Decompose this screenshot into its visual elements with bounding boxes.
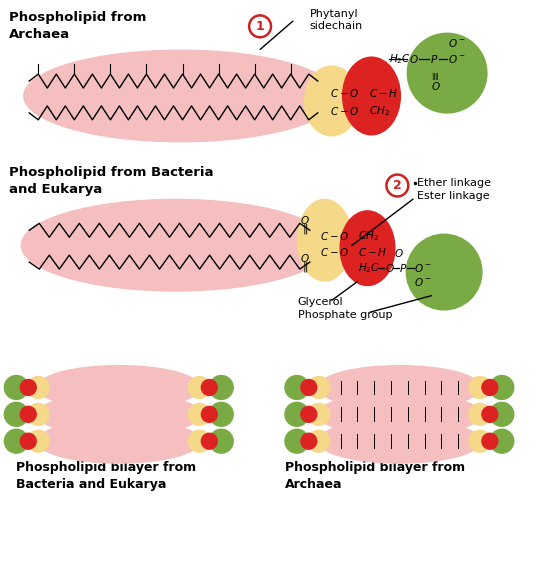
- Text: $\|$: $\|$: [302, 260, 308, 274]
- Text: 1: 1: [256, 20, 264, 33]
- Circle shape: [386, 174, 409, 197]
- Circle shape: [209, 402, 233, 426]
- Ellipse shape: [38, 420, 200, 463]
- Text: $CH_2$: $CH_2$: [369, 104, 391, 118]
- Circle shape: [285, 402, 309, 426]
- Text: $O$: $O$: [300, 252, 310, 264]
- Text: $\|$: $\|$: [302, 222, 308, 237]
- Text: $O$: $O$: [300, 214, 310, 226]
- Ellipse shape: [38, 393, 200, 436]
- Circle shape: [469, 377, 491, 398]
- Circle shape: [201, 380, 217, 396]
- Text: $C-O$: $C-O$: [330, 87, 360, 99]
- Ellipse shape: [24, 50, 337, 142]
- Circle shape: [20, 433, 36, 449]
- Ellipse shape: [318, 365, 481, 409]
- Circle shape: [249, 15, 271, 37]
- Circle shape: [20, 406, 36, 422]
- Circle shape: [406, 234, 482, 310]
- Circle shape: [308, 430, 330, 452]
- Circle shape: [482, 406, 498, 422]
- Ellipse shape: [304, 66, 359, 136]
- Text: $O$: $O$: [394, 247, 404, 259]
- Text: Ether linkage: Ether linkage: [417, 177, 491, 188]
- Circle shape: [301, 433, 317, 449]
- Text: $O$: $O$: [409, 53, 419, 65]
- Text: $O$: $O$: [385, 262, 395, 274]
- Ellipse shape: [21, 200, 330, 291]
- Text: $C-H$: $C-H$: [369, 87, 399, 99]
- Text: $P$: $P$: [430, 53, 438, 65]
- Text: Phospholipid bilayer from
Bacteria and Eukarya: Phospholipid bilayer from Bacteria and E…: [16, 461, 196, 491]
- Circle shape: [301, 406, 317, 422]
- Circle shape: [285, 376, 309, 400]
- Text: $O^-$: $O^-$: [415, 262, 432, 274]
- Text: $O^-$: $O^-$: [448, 53, 466, 65]
- Circle shape: [308, 404, 330, 425]
- Circle shape: [490, 376, 514, 400]
- Text: $CH_2$: $CH_2$: [357, 229, 379, 243]
- Ellipse shape: [38, 365, 200, 409]
- Text: $O^-$: $O^-$: [448, 37, 466, 49]
- Text: $H_2C$: $H_2C$: [357, 261, 380, 275]
- Circle shape: [490, 429, 514, 453]
- Text: $C-O$: $C-O$: [320, 246, 349, 258]
- Ellipse shape: [298, 200, 352, 281]
- Text: Phytanyl
sidechain: Phytanyl sidechain: [310, 10, 363, 31]
- Text: 2: 2: [393, 179, 401, 192]
- Circle shape: [308, 377, 330, 398]
- Text: Phospholipid from Bacteria
and Eukarya: Phospholipid from Bacteria and Eukarya: [9, 166, 214, 196]
- Text: $O^-$: $O^-$: [415, 276, 432, 288]
- Circle shape: [301, 380, 317, 396]
- Ellipse shape: [318, 420, 481, 463]
- Text: $C-O$: $C-O$: [320, 230, 349, 242]
- Circle shape: [407, 33, 487, 113]
- Text: Glycerol: Glycerol: [298, 297, 343, 307]
- Circle shape: [285, 429, 309, 453]
- Text: $O$: $O$: [431, 80, 441, 92]
- Ellipse shape: [318, 393, 481, 436]
- Text: Ester linkage: Ester linkage: [417, 192, 490, 201]
- Circle shape: [188, 377, 211, 398]
- Circle shape: [188, 430, 211, 452]
- Text: Phospholipid from
Archaea: Phospholipid from Archaea: [9, 11, 147, 42]
- Circle shape: [4, 429, 28, 453]
- Circle shape: [201, 433, 217, 449]
- Ellipse shape: [343, 57, 400, 135]
- Circle shape: [201, 406, 217, 422]
- Text: $C-H$: $C-H$: [357, 246, 387, 258]
- Circle shape: [469, 430, 491, 452]
- Circle shape: [4, 402, 28, 426]
- Circle shape: [27, 430, 49, 452]
- Text: $P$: $P$: [399, 262, 407, 274]
- Circle shape: [209, 429, 233, 453]
- Circle shape: [469, 404, 491, 425]
- Circle shape: [482, 380, 498, 396]
- Circle shape: [490, 402, 514, 426]
- Circle shape: [27, 404, 49, 425]
- Circle shape: [4, 376, 28, 400]
- Circle shape: [188, 404, 211, 425]
- Circle shape: [209, 376, 233, 400]
- Text: $C-O$: $C-O$: [330, 105, 360, 117]
- Circle shape: [27, 377, 49, 398]
- Text: $\|\|$: $\|\|$: [431, 71, 440, 82]
- Circle shape: [20, 380, 36, 396]
- Circle shape: [482, 433, 498, 449]
- Text: Phospholipid bilayer from
Archaea: Phospholipid bilayer from Archaea: [285, 461, 465, 491]
- Text: Phosphate group: Phosphate group: [298, 310, 392, 320]
- Text: $H_2C$: $H_2C$: [390, 52, 411, 66]
- Ellipse shape: [340, 211, 395, 286]
